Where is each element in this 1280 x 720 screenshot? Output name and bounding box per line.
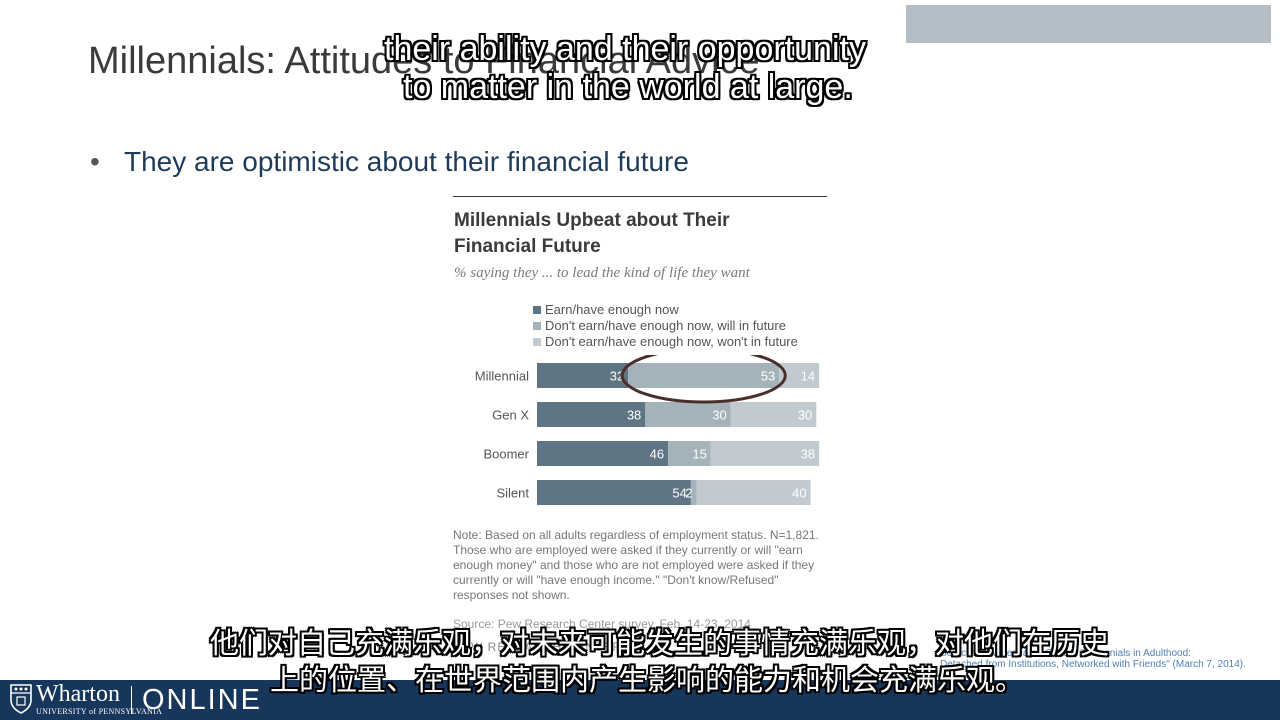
subtitle-caption-zh-line-1: 他们对自己充满乐观，对未来可能发生的事情充满乐观，对他们在历史 [210,626,1110,660]
data-label: 53 [761,369,775,384]
citation: Source: Pew Research Center, "Millennial… [940,648,1270,670]
bullet-text: They are optimistic about their financia… [124,146,689,177]
chart-title: Millennials Upbeat about Their Financial… [454,208,730,260]
citation-line-2: Detached from Institutions, Networked wi… [940,659,1246,670]
legend-label: Don't earn/have enough now, won't in fut… [545,334,798,349]
legend-item: Don't earn/have enough now, will in futu… [533,318,798,334]
data-label: 54 [672,486,686,501]
subtitle-caption-en-line-2: to matter in the world at large. [403,68,853,106]
data-label: 30 [798,408,812,423]
logo-divider [131,686,132,714]
data-label: 32 [610,369,624,384]
footer-bar [0,680,1280,720]
bar-segment [730,402,817,427]
chart-title-line-2: Financial Future [454,236,601,257]
category-label: Boomer [483,447,529,462]
penn-shield-icon [10,684,32,714]
chart-title-line-1: Millennials Upbeat about Their [454,210,730,231]
subtitle-caption-zh-line-2: 上的位置、在世界范围内产生影响的能力和机会充满乐观。 [270,663,1025,697]
legend-item: Don't earn/have enough now, won't in fut… [533,334,798,350]
data-label: 40 [792,486,806,501]
wharton-logo-text: Wharton [36,681,120,707]
chart-top-rule [453,196,827,197]
category-label: Gen X [492,408,529,423]
category-label: Millennial [475,369,529,384]
bar-segment [537,480,691,505]
bar-segment [537,363,629,388]
pew-logo: PEW RESEARCH CENTER [453,640,623,654]
data-label: 38 [627,408,641,423]
online-logo-text: ONLINE [142,684,262,716]
highlight-ellipse [620,355,787,404]
bar-segment [537,402,646,427]
chart-subtitle: % saying they ... to lead the kind of li… [454,265,750,281]
stacked-bar-chart: Millennial 32 53 14 Gen X 38 30 30 Boomer 46 15 38 S… [475,355,820,505]
legend-label: Earn/have enough now [545,302,679,317]
legend-swatch [533,338,541,346]
data-label: 46 [650,447,664,462]
data-label: 2 [685,486,692,501]
top-right-placeholder [906,5,1271,43]
data-label: 38 [801,447,815,462]
category-label: Silent [496,486,529,501]
legend-label: Don't earn/have enough now, will in futu… [545,318,786,333]
chart-source: Source: Pew Research Center survey, Feb.… [453,617,751,631]
bullet-dot-icon: • [90,146,100,177]
citation-line-1: Source: Pew Research Center, "Millennial… [940,648,1191,659]
chart-note: Note: Based on all adults regardless of … [453,528,819,602]
bar-segment [645,402,731,427]
subtitle-caption-en-line-1: their ability and their opportunity [384,30,866,68]
legend-item: Earn/have enough now [533,302,798,318]
slide-title: Millennials: Attitudes to Financial Advi… [88,40,760,82]
legend-swatch [533,306,541,314]
bar-segment [696,480,811,505]
bar-segment [668,441,711,466]
bar-segment [628,363,780,388]
data-label: 15 [692,447,706,462]
data-label: 14 [801,369,815,384]
bar-segment [710,441,820,466]
chart-legend: Earn/have enough now Don't earn/have eno… [533,302,798,350]
university-name: UNIVERSITY of PENNSYLVANIA [36,707,163,716]
bar-segment [690,480,697,505]
legend-swatch [533,322,541,330]
data-label: 30 [712,408,726,423]
bar-segment [537,441,669,466]
bullet-point: • They are optimistic about their financi… [90,146,689,178]
